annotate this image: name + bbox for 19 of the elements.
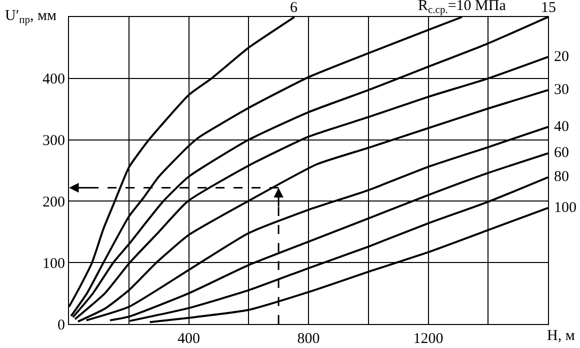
x-axis-title: H, м [547,328,576,344]
series-label: 100 [554,200,576,216]
y-tick-label: 300 [42,133,65,150]
series-label: R$_{с.ср.}$=10 МПа [418,0,506,16]
y-tick-label: 0 [58,317,65,334]
series-label: 6 [290,0,298,16]
series-label: 40 [554,119,569,135]
series-label: 80 [554,169,569,185]
series-label: 60 [554,145,569,161]
x-tick-label: 400 [178,331,200,347]
y-axis-title: U′$_{пр}$, мм [5,8,57,26]
series-label: 30 [554,82,569,98]
y-tick-label: 100 [42,256,65,272]
x-tick-label: 800 [297,331,320,347]
y-tick-label: 400 [42,72,65,88]
series-label: 15 [541,0,556,16]
x-tick-label: 1200 [413,331,444,347]
y-tick-label: 200 [42,194,65,210]
series-label: 20 [554,49,569,65]
